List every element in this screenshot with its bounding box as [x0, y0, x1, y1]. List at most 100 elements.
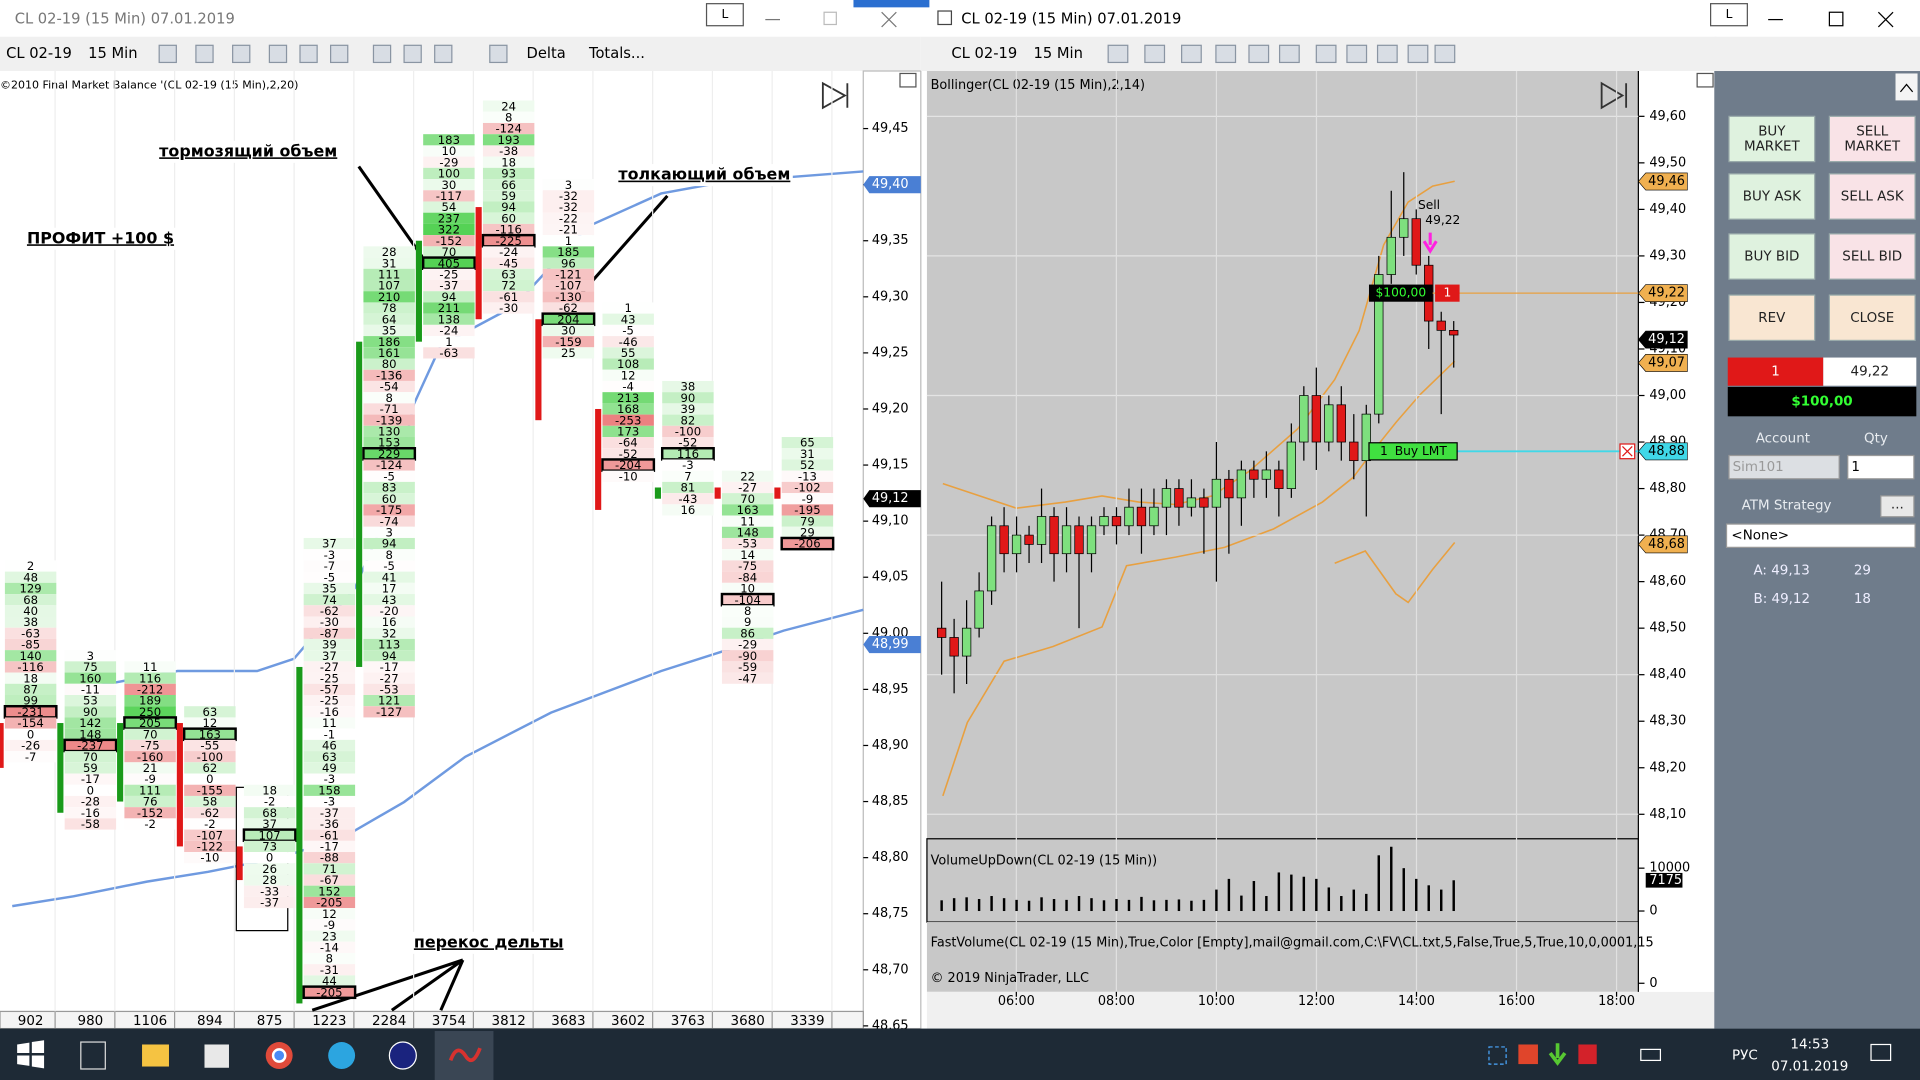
- tray-icon[interactable]: [1548, 1043, 1567, 1066]
- f-button[interactable]: [899, 72, 917, 88]
- link-button[interactable]: [1710, 3, 1748, 27]
- delta-cell: -3: [324, 795, 336, 809]
- cell-bg: [64, 728, 117, 740]
- toolbar-item[interactable]: Delta: [527, 45, 566, 62]
- toolbar-icon[interactable]: [1107, 44, 1129, 64]
- toolbar-icon[interactable]: [489, 44, 508, 64]
- toolbar-item[interactable]: 15 Min: [88, 45, 137, 62]
- maximize[interactable]: [1828, 11, 1844, 27]
- candle-body: [1036, 516, 1047, 545]
- toolbar-item[interactable]: CL 02-19: [951, 45, 1017, 62]
- cell-bg: [721, 537, 774, 550]
- toolbar-icon[interactable]: [1144, 44, 1166, 64]
- order-button[interactable]: [1828, 294, 1916, 342]
- toolbar-icon[interactable]: [1181, 44, 1202, 64]
- app-icon[interactable]: [388, 1041, 417, 1070]
- cell-bg: [184, 739, 236, 752]
- close[interactable]: [881, 11, 897, 28]
- cell-bg: [423, 156, 475, 168]
- order-button-label: BUY: [1758, 125, 1786, 140]
- cell-bg: [602, 392, 654, 404]
- toolbar-icon[interactable]: [299, 44, 318, 64]
- toolbar-icon[interactable]: [1346, 44, 1368, 64]
- delta-cell: 11: [143, 660, 158, 674]
- limit-box[interactable]: [1368, 442, 1458, 461]
- delta-cell: 90: [83, 705, 98, 719]
- delta-cell: 16: [681, 503, 696, 517]
- toolbar-icon[interactable]: [434, 44, 453, 64]
- toolbar-item[interactable]: CL 02-19: [6, 45, 72, 62]
- delta-cell: -2: [144, 817, 156, 831]
- cell-bg: [64, 717, 117, 729]
- scroll-end[interactable]: [1600, 81, 1628, 110]
- cancel-x: [1622, 446, 1633, 457]
- qty-input[interactable]: [1847, 454, 1915, 480]
- clock-date[interactable]: 07.01.2019: [1771, 1060, 1848, 1075]
- clock-time[interactable]: 14:53: [1790, 1037, 1829, 1052]
- cell-bg: [542, 268, 595, 280]
- delta-cell: -30: [320, 615, 339, 629]
- order-button[interactable]: [1828, 233, 1916, 280]
- toolbar-icon[interactable]: [268, 44, 288, 64]
- order-button[interactable]: [1728, 233, 1816, 280]
- cell-bg: [721, 605, 774, 617]
- start-button[interactable]: [17, 1040, 45, 1069]
- toolbar-icon[interactable]: [1376, 44, 1398, 64]
- explorer-icon[interactable]: [142, 1044, 169, 1067]
- cell-bg: [781, 515, 834, 527]
- delta-cell: -61: [320, 828, 339, 842]
- cell-bg: [662, 392, 714, 404]
- telegram-icon[interactable]: [328, 1042, 356, 1069]
- toolbar-item[interactable]: 15 Min: [1033, 45, 1082, 62]
- calculator-icon[interactable]: [80, 1041, 106, 1070]
- language[interactable]: РУС: [1732, 1049, 1758, 1064]
- order-button[interactable]: [1828, 115, 1916, 163]
- toolbar-item[interactable]: Totals...: [588, 45, 645, 62]
- cell-bg: [4, 627, 57, 639]
- delta-cell: 9: [744, 615, 751, 629]
- toolbar-icon[interactable]: [1434, 44, 1456, 64]
- delta-cell: -107: [555, 279, 581, 293]
- atm-select[interactable]: [1725, 523, 1916, 548]
- delta-cell: -25: [320, 671, 339, 685]
- position-qty-box[interactable]: [1435, 284, 1460, 302]
- order-button[interactable]: [1828, 173, 1916, 220]
- delta-cell: 12: [202, 716, 217, 730]
- delta-cell: 138: [438, 312, 460, 326]
- close[interactable]: [1877, 11, 1894, 28]
- atm-button[interactable]: [1880, 495, 1915, 518]
- battery-icon[interactable]: [1640, 1048, 1662, 1062]
- cell-bg: [363, 638, 415, 651]
- cell-bg: [243, 874, 296, 886]
- toolbar-icon[interactable]: [158, 44, 177, 64]
- link-button[interactable]: [705, 3, 744, 27]
- cell-bg: [124, 818, 176, 830]
- toolbar-icon[interactable]: [232, 44, 251, 64]
- cell-bg: [602, 414, 654, 426]
- toolbar-icon[interactable]: [1407, 44, 1429, 64]
- f-button[interactable]: [1696, 72, 1714, 88]
- toolbar-icon[interactable]: [1248, 44, 1270, 64]
- panel-scroll[interactable]: [1895, 73, 1918, 101]
- notifications[interactable]: [1870, 1043, 1892, 1062]
- cell-bg: [542, 279, 595, 292]
- toolbar-icon[interactable]: [372, 44, 392, 64]
- order-button[interactable]: [1728, 173, 1816, 220]
- toolbar-icon[interactable]: [1215, 44, 1237, 64]
- maximize[interactable]: [823, 11, 837, 26]
- delta-cell: 229: [378, 447, 400, 461]
- toolbar-icon[interactable]: [1315, 44, 1337, 64]
- toolbar-icon[interactable]: [195, 44, 214, 64]
- cell-bg: [4, 751, 57, 763]
- tray-icon[interactable]: [1488, 1046, 1507, 1065]
- scroll-end[interactable]: [821, 81, 849, 110]
- order-button[interactable]: [1728, 294, 1816, 342]
- toolbar-icon[interactable]: [1278, 44, 1300, 64]
- tray-icon[interactable]: [1578, 1044, 1597, 1065]
- tray-icon[interactable]: [1518, 1044, 1538, 1065]
- store-icon[interactable]: [204, 1044, 229, 1068]
- order-button[interactable]: [1728, 115, 1816, 163]
- account-select[interactable]: [1728, 454, 1840, 480]
- toolbar-icon[interactable]: [330, 44, 349, 64]
- toolbar-icon[interactable]: [403, 44, 422, 64]
